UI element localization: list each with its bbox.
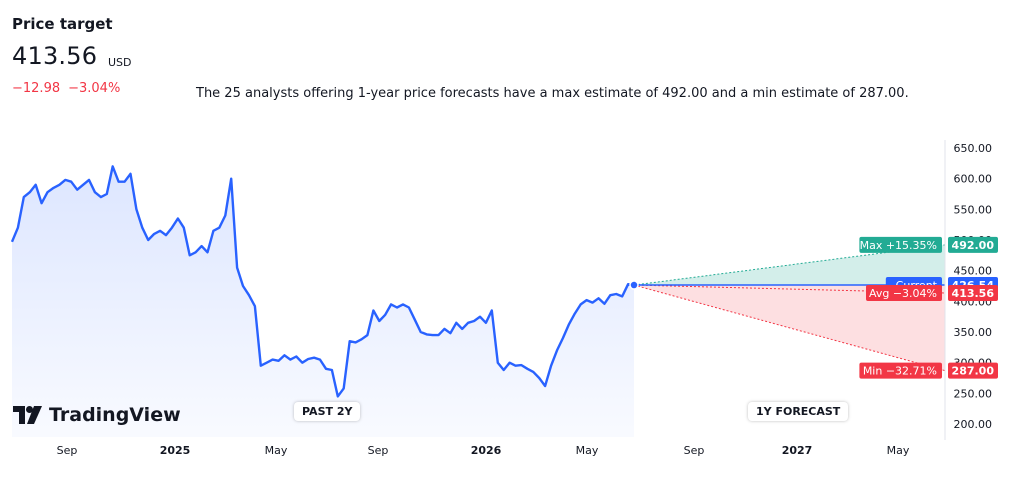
price-currency: USD xyxy=(108,56,132,69)
y-tick-label: 650.00 xyxy=(954,142,993,155)
y-tick-label: 350.00 xyxy=(954,326,993,339)
x-tick-label: 2027 xyxy=(782,444,813,457)
forecast-min-line xyxy=(633,284,946,372)
tradingview-logo-text: TradingView xyxy=(49,404,181,426)
price-change-absolute: −12.98 xyxy=(12,81,61,96)
badge-avg-label-bg xyxy=(866,285,942,302)
current-price: 413.56 xyxy=(12,42,98,70)
badge-avg-label: Avg −3.04% xyxy=(869,287,937,300)
x-tick-label: Sep xyxy=(684,444,705,457)
tradingview-logo-icon xyxy=(13,406,42,424)
badge-max-label: Max +15.35% xyxy=(860,239,937,252)
past-period-label: PAST 2Y xyxy=(294,402,361,421)
badge-avg-value: 413.56 xyxy=(952,287,995,300)
forecast-badges: Max +15.35%492.00Current426.54Avg −3.04%… xyxy=(859,236,998,379)
current-price-dot xyxy=(629,280,639,290)
price-target-title: Price target xyxy=(12,15,113,33)
forecast-period-label: 1Y FORECAST xyxy=(748,402,849,421)
badge-avg-value-bg xyxy=(948,285,998,302)
y-tick-label: 600.00 xyxy=(954,173,993,186)
price-change: −12.98 −3.04% xyxy=(12,81,128,96)
badge-avg: Avg −3.04% 413.56 xyxy=(866,285,998,302)
badge-min-value: 287.00 xyxy=(952,365,995,378)
x-tick-label: May xyxy=(576,444,599,457)
tradingview-logo[interactable]: TradingView xyxy=(13,404,181,426)
y-tick-label: 550.00 xyxy=(954,203,993,216)
x-tick-label: May xyxy=(887,444,910,457)
y-tick-label: 250.00 xyxy=(954,387,993,400)
analyst-summary: The 25 analysts offering 1-year price fo… xyxy=(196,86,909,101)
badge-max-value: 492.00 xyxy=(952,239,995,252)
badge-min: Min −32.71% 287.00 xyxy=(859,362,998,379)
y-tick-label: 450.00 xyxy=(954,265,993,278)
x-tick-label: May xyxy=(265,444,288,457)
x-tick-label: 2025 xyxy=(160,444,191,457)
history-layer xyxy=(10,165,639,437)
badge-max-value-bg xyxy=(948,236,998,253)
x-axis: Sep 2025 May Sep 2026 May Sep 2027 May xyxy=(57,444,910,457)
badge-min-value-bg xyxy=(948,362,998,379)
price-change-percent: −3.04% xyxy=(68,81,121,96)
badge-max: Max +15.35% 492.00 xyxy=(859,236,998,253)
badge-max-label-bg xyxy=(859,236,942,253)
x-tick-label: Sep xyxy=(368,444,389,457)
badge-min-label: Min −32.71% xyxy=(863,365,937,378)
forecast-layer xyxy=(633,140,946,440)
y-tick-label: 200.00 xyxy=(954,418,993,431)
x-tick-label: 2026 xyxy=(471,444,502,457)
price-history-line xyxy=(10,165,635,398)
x-tick-label: Sep xyxy=(57,444,78,457)
badge-min-label-bg xyxy=(859,362,942,379)
history-area xyxy=(12,166,634,437)
